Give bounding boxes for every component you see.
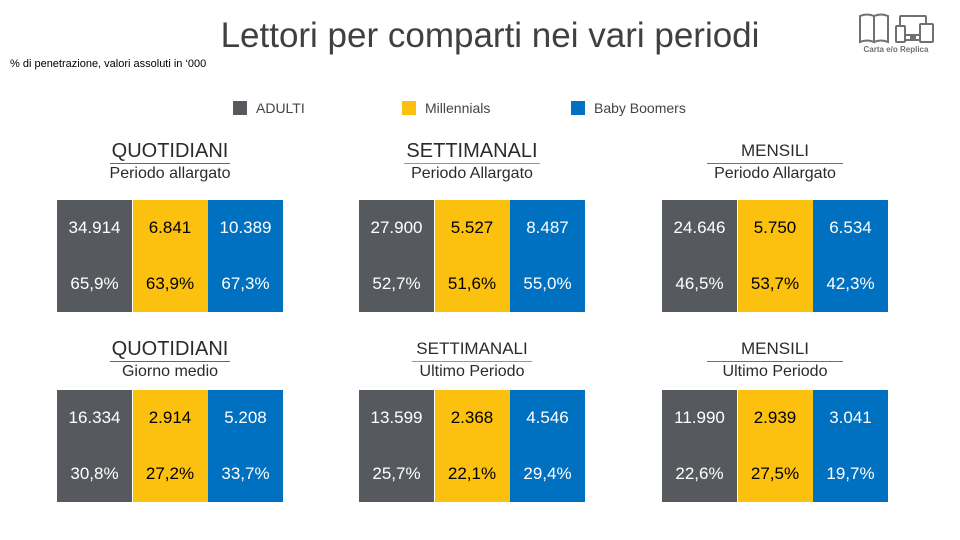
subtitle: % di penetrazione, valori assoluti in ‘0… xyxy=(10,58,207,70)
block-title: SETTIMANALI xyxy=(412,338,532,362)
value-cell-baby-boomers: 5.208 xyxy=(208,390,283,446)
block-header-mensili-periodo-allargato: MENSILI Periodo Allargato xyxy=(665,140,885,183)
value-cell-millennials: 5.750 xyxy=(737,200,813,256)
percent-cell-adulti: 65,9% xyxy=(57,256,132,312)
percent-cell-millennials: 22,1% xyxy=(434,446,510,502)
value-cell-millennials: 2.914 xyxy=(132,390,208,446)
value-cell-baby-boomers: 3.041 xyxy=(813,390,888,446)
data-grid-mensili-periodo-allargato: 24.646 5.750 6.534 46,5% 53,7% 42,3% xyxy=(662,200,888,312)
percent-cell-millennials: 27,5% xyxy=(737,446,813,502)
block-title: QUOTIDIANI xyxy=(109,140,231,164)
percent-cell-baby-boomers: 67,3% xyxy=(208,256,283,312)
block-period: Periodo Allargato xyxy=(714,165,836,182)
value-cell-baby-boomers: 6.534 xyxy=(813,200,888,256)
block-title: MENSILI xyxy=(706,140,844,164)
value-cell-adulti: 11.990 xyxy=(662,390,737,446)
data-grid-settimanali-ultimo-periodo: 13.599 2.368 4.546 25,7% 22,1% 29,4% xyxy=(359,390,585,502)
legend-item-adulti: ADULTI xyxy=(233,99,305,117)
value-cell-millennials: 5.527 xyxy=(434,200,510,256)
value-cell-baby-boomers: 4.546 xyxy=(510,390,585,446)
percent-cell-adulti: 52,7% xyxy=(359,256,434,312)
block-header-settimanali-ultimo-periodo: SETTIMANALI Ultimo Periodo xyxy=(362,338,582,381)
legend-swatch-baby-boomers xyxy=(571,101,585,115)
legend-swatch-millennials xyxy=(402,101,416,115)
value-cell-millennials: 6.841 xyxy=(132,200,208,256)
value-cell-baby-boomers: 8.487 xyxy=(510,200,585,256)
percent-cell-baby-boomers: 19,7% xyxy=(813,446,888,502)
percent-cell-baby-boomers: 33,7% xyxy=(208,446,283,502)
legend-label-millennials: Millennials xyxy=(425,100,491,116)
value-cell-adulti: 16.334 xyxy=(57,390,132,446)
legend-label-baby-boomers: Baby Boomers xyxy=(594,100,686,116)
block-period: Periodo allargato xyxy=(109,165,231,182)
value-cell-millennials: 2.939 xyxy=(737,390,813,446)
value-cell-adulti: 27.900 xyxy=(359,200,434,256)
percent-cell-adulti: 25,7% xyxy=(359,446,434,502)
percent-cell-baby-boomers: 29,4% xyxy=(510,446,585,502)
data-grid-mensili-ultimo-periodo: 11.990 2.939 3.041 22,6% 27,5% 19,7% xyxy=(662,390,888,502)
percent-cell-adulti: 22,6% xyxy=(662,446,737,502)
value-cell-millennials: 2.368 xyxy=(434,390,510,446)
percent-cell-millennials: 63,9% xyxy=(132,256,208,312)
legend-item-baby-boomers: Baby Boomers xyxy=(571,99,686,117)
block-period: Periodo Allargato xyxy=(411,165,533,182)
data-grid-settimanali-periodo-allargato: 27.900 5.527 8.487 52,7% 51,6% 55,0% xyxy=(359,200,585,312)
block-period: Ultimo Periodo xyxy=(419,363,525,380)
block-header-settimanali-periodo-allargato: SETTIMANALI Periodo Allargato xyxy=(362,140,582,183)
percent-cell-baby-boomers: 42,3% xyxy=(813,256,888,312)
percent-cell-adulti: 46,5% xyxy=(662,256,737,312)
block-header-mensili-ultimo-periodo: MENSILI Ultimo Periodo xyxy=(665,338,885,381)
percent-cell-millennials: 27,2% xyxy=(132,446,208,502)
data-grid-quotidiani-periodo-allargato: 34.914 6.841 10.389 65,9% 63,9% 67,3% xyxy=(57,200,283,312)
block-period: Ultimo Periodo xyxy=(722,363,828,380)
logo-caption: Carta e/o Replica xyxy=(863,45,929,54)
percent-cell-millennials: 51,6% xyxy=(434,256,510,312)
data-grid-quotidiani-giorno-medio: 16.334 2.914 5.208 30,8% 27,2% 33,7% xyxy=(57,390,283,502)
value-cell-adulti: 13.599 xyxy=(359,390,434,446)
percent-cell-adulti: 30,8% xyxy=(57,446,132,502)
block-header-quotidiani-giorno-medio: QUOTIDIANI Giorno medio xyxy=(60,338,280,381)
value-cell-adulti: 24.646 xyxy=(662,200,737,256)
block-title: QUOTIDIANI xyxy=(109,338,231,362)
legend-swatch-adulti xyxy=(233,101,247,115)
percent-cell-baby-boomers: 55,0% xyxy=(510,256,585,312)
book-and-devices-icon xyxy=(859,13,934,44)
value-cell-baby-boomers: 10.389 xyxy=(208,200,283,256)
block-period: Giorno medio xyxy=(121,363,219,380)
block-title: MENSILI xyxy=(706,338,844,362)
block-header-quotidiani-periodo-allargato: QUOTIDIANI Periodo allargato xyxy=(60,140,280,183)
page-title: Lettori per comparti nei vari periodi xyxy=(220,16,760,55)
value-cell-adulti: 34.914 xyxy=(57,200,132,256)
legend-label-adulti: ADULTI xyxy=(256,100,305,116)
block-title: SETTIMANALI xyxy=(404,140,540,164)
legend-item-millennials: Millennials xyxy=(402,99,490,117)
percent-cell-millennials: 53,7% xyxy=(737,256,813,312)
